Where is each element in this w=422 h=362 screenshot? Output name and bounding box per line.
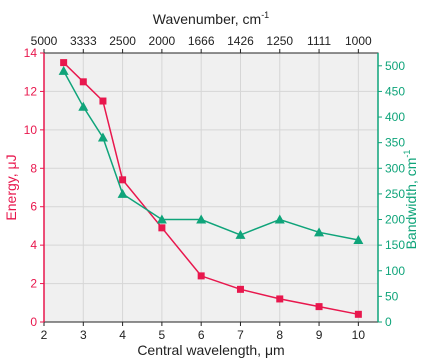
y-left-tick-label: 14: [24, 46, 38, 60]
y-left-tick-label: 10: [24, 123, 38, 137]
bandwidth-point: [156, 214, 167, 224]
energy-point: [315, 303, 323, 311]
x-tick-label: 4: [119, 328, 126, 342]
x-axis-title: Central wavelength, μm: [137, 342, 284, 358]
y-right-axis-title: Bandwidth, cm-1: [402, 150, 419, 250]
y-right-tick-label: 300: [385, 161, 405, 175]
top-tick-label: 3333: [70, 34, 97, 48]
y-left-tick-label: 6: [30, 200, 37, 214]
bandwidth-point: [314, 227, 325, 237]
x-tick-label: 7: [237, 328, 244, 342]
y-left-tick-label: 12: [24, 84, 38, 98]
energy-point: [119, 176, 127, 184]
y-left-axis-title: Energy, μJ: [3, 154, 19, 220]
bandwidth-line: [62, 70, 359, 241]
x-tick-label: 9: [316, 328, 323, 342]
bandwidth-point: [274, 214, 285, 224]
y-right-tick-label: 350: [385, 136, 405, 150]
energy-point: [276, 295, 284, 303]
energy-point: [79, 78, 87, 86]
top-tick-label: 1250: [266, 34, 293, 48]
y-left-tick-label: 0: [30, 315, 37, 329]
energy-point: [236, 285, 244, 293]
y-right-tick-label: 250: [385, 187, 405, 201]
x-tick-label: 10: [352, 328, 366, 342]
x-tick-label: 8: [276, 328, 283, 342]
bandwidth-point: [78, 101, 89, 111]
top-tick-label: 1111: [307, 34, 331, 48]
energy-point: [60, 59, 68, 67]
top-tick-label: 2500: [109, 34, 136, 48]
top-tick-label: 2000: [149, 34, 176, 48]
top-tick-label: 1426: [227, 34, 254, 48]
y-left-tick-label: 4: [30, 238, 37, 252]
bandwidth-point: [353, 235, 364, 245]
top-tick-label: 5000: [31, 34, 58, 48]
y-right-tick-label: 400: [385, 110, 405, 124]
y-right-tick-label: 450: [385, 84, 405, 98]
top-axis-title: Wavenumber, cm-1: [153, 10, 269, 27]
top-tick-label: 1666: [188, 34, 215, 48]
grid-lines: [44, 53, 378, 322]
y-left-tick-label: 2: [30, 277, 37, 291]
energy-point: [158, 224, 166, 232]
bandwidth-point: [235, 229, 246, 239]
bandwidth-point: [117, 188, 128, 198]
y-right-tick-label: 200: [385, 213, 405, 227]
energy-point: [99, 97, 107, 105]
y-right-tick-label: 500: [385, 59, 405, 73]
bandwidth-point: [196, 214, 207, 224]
y-left-tick-label: 8: [30, 161, 37, 175]
y-right-tick-label: 150: [385, 238, 405, 252]
x-tick-label: 2: [41, 328, 48, 342]
energy-point: [197, 272, 205, 280]
energy-point: [354, 310, 362, 318]
y-right-tick-label: 100: [385, 264, 405, 278]
data-series: [58, 59, 364, 318]
x-tick-label: 3: [80, 328, 87, 342]
x-tick-label: 6: [198, 328, 205, 342]
y-right-tick-label: 50: [385, 289, 399, 303]
y-right-tick-label: 0: [385, 315, 392, 329]
bandwidth-point: [97, 132, 108, 142]
energy-line: [63, 62, 359, 316]
top-tick-label: 1000: [345, 34, 372, 48]
x-tick-label: 5: [159, 328, 166, 342]
bandwidth-point: [58, 65, 69, 75]
